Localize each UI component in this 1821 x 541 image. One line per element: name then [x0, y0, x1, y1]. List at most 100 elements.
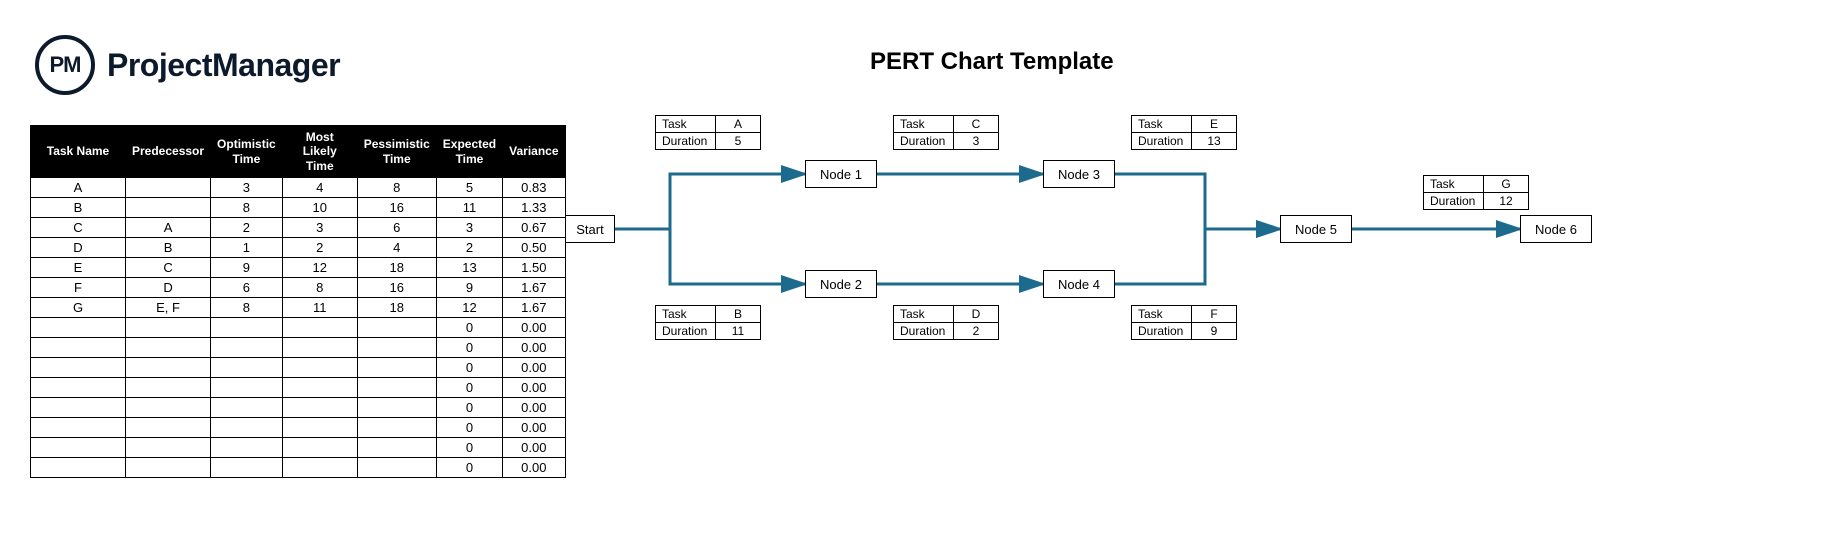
- table-cell: 0: [436, 358, 502, 378]
- logo-text: ProjectManager: [107, 47, 340, 84]
- table-cell: 18: [357, 258, 436, 278]
- table-cell: 0: [436, 378, 502, 398]
- table-cell: G: [31, 298, 126, 318]
- table-cell: [211, 398, 283, 418]
- table-header: ExpectedTime: [436, 126, 502, 178]
- table-cell: [282, 458, 357, 478]
- table-cell: E, F: [126, 298, 211, 318]
- table-cell: 5: [436, 178, 502, 198]
- chart-node: Node 3: [1043, 160, 1115, 188]
- pert-chart: StartNode 1 TaskA Duration5Node 2 TaskB …: [565, 115, 1821, 375]
- task-info-box: TaskB Duration11: [655, 305, 761, 340]
- table-cell: 0.00: [503, 378, 565, 398]
- table-cell: A: [126, 218, 211, 238]
- table-cell: 0: [436, 398, 502, 418]
- table-row: 00.00: [31, 398, 566, 418]
- table-cell: 2: [282, 238, 357, 258]
- table-cell: D: [126, 278, 211, 298]
- table-cell: 8: [282, 278, 357, 298]
- table-row: CA23630.67: [31, 218, 566, 238]
- table-row: DB12420.50: [31, 238, 566, 258]
- table-header: Variance: [503, 126, 565, 178]
- info-value: G: [1484, 176, 1529, 193]
- info-label: Duration: [1424, 193, 1484, 210]
- table-cell: 16: [357, 278, 436, 298]
- table-cell: 12: [282, 258, 357, 278]
- table-row: 00.00: [31, 438, 566, 458]
- table-cell: 8: [211, 198, 283, 218]
- table-cell: [211, 338, 283, 358]
- info-label: Duration: [1132, 323, 1192, 340]
- table-cell: 1.33: [503, 198, 565, 218]
- table-cell: 0: [436, 318, 502, 338]
- table-row: 00.00: [31, 358, 566, 378]
- table-cell: [31, 358, 126, 378]
- task-info-box: TaskC Duration3: [893, 115, 999, 150]
- table-cell: 4: [282, 178, 357, 198]
- chart-edge: [1115, 229, 1280, 284]
- info-value: F: [1192, 306, 1237, 323]
- table-cell: [357, 318, 436, 338]
- task-info-box: TaskG Duration12: [1423, 175, 1529, 210]
- table-cell: 11: [436, 198, 502, 218]
- pert-task-table: Task NamePredecessorOptimisticTimeMost L…: [30, 125, 566, 478]
- table-cell: [126, 338, 211, 358]
- table-header: PessimisticTime: [357, 126, 436, 178]
- info-value: 3: [954, 133, 999, 150]
- table-cell: E: [31, 258, 126, 278]
- info-label: Task: [894, 306, 954, 323]
- table-cell: 0.67: [503, 218, 565, 238]
- table-cell: 0.50: [503, 238, 565, 258]
- info-label: Task: [656, 116, 716, 133]
- table-row: 00.00: [31, 338, 566, 358]
- table-row: 00.00: [31, 458, 566, 478]
- table-cell: [357, 438, 436, 458]
- table-cell: 1: [211, 238, 283, 258]
- table-cell: [357, 418, 436, 438]
- table-cell: [211, 358, 283, 378]
- chart-node: Node 4: [1043, 270, 1115, 298]
- task-info-box: TaskE Duration13: [1131, 115, 1237, 150]
- table-cell: [282, 398, 357, 418]
- table-cell: 1.67: [503, 298, 565, 318]
- info-label: Duration: [656, 323, 716, 340]
- table-cell: 0: [436, 418, 502, 438]
- info-value: B: [716, 306, 761, 323]
- table-cell: [31, 398, 126, 418]
- table-cell: B: [126, 238, 211, 258]
- table-cell: [126, 378, 211, 398]
- table-cell: 0: [436, 438, 502, 458]
- table-cell: 4: [357, 238, 436, 258]
- table-cell: 0.83: [503, 178, 565, 198]
- table-cell: [126, 198, 211, 218]
- table-cell: B: [31, 198, 126, 218]
- table-cell: [126, 318, 211, 338]
- info-label: Task: [656, 306, 716, 323]
- table-cell: [282, 318, 357, 338]
- info-label: Task: [1132, 306, 1192, 323]
- table-cell: 3: [436, 218, 502, 238]
- table-cell: 1.50: [503, 258, 565, 278]
- table-cell: 0.00: [503, 338, 565, 358]
- table-header: OptimisticTime: [211, 126, 283, 178]
- table-cell: [282, 358, 357, 378]
- info-value: D: [954, 306, 999, 323]
- table-cell: [31, 338, 126, 358]
- info-value: 12: [1484, 193, 1529, 210]
- table-cell: 12: [436, 298, 502, 318]
- table-cell: 6: [211, 278, 283, 298]
- table-cell: [282, 418, 357, 438]
- info-label: Duration: [894, 133, 954, 150]
- table-cell: [31, 318, 126, 338]
- table-cell: D: [31, 238, 126, 258]
- table-cell: [282, 378, 357, 398]
- table-cell: 0: [436, 458, 502, 478]
- table-row: A34850.83: [31, 178, 566, 198]
- info-label: Task: [1132, 116, 1192, 133]
- table-cell: [31, 458, 126, 478]
- table-cell: 2: [211, 218, 283, 238]
- table-cell: [357, 358, 436, 378]
- table-cell: [357, 338, 436, 358]
- info-value: 5: [716, 133, 761, 150]
- table-cell: [126, 398, 211, 418]
